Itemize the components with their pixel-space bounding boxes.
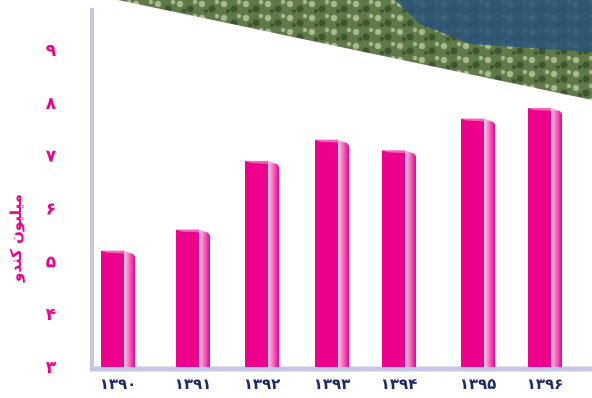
x-tick-label: ۱۳۹۴ [381, 375, 418, 393]
bar [176, 229, 210, 367]
bar-side-face [199, 229, 210, 367]
bar-top-face [315, 139, 347, 143]
x-tick-label: ۱۳۹۱ [175, 375, 212, 393]
bar-front-face [461, 118, 484, 367]
bar-top-face [101, 250, 133, 254]
bar-side-face [268, 160, 279, 367]
bar-side-face [338, 139, 349, 367]
x-tick-label: ۱۳۹۶ [527, 375, 564, 393]
bar-top-face [528, 108, 560, 112]
bar-side-face [551, 108, 562, 367]
x-tick-label: ۱۳۹۵ [460, 375, 497, 393]
bar-top-face [461, 118, 493, 122]
bar [245, 160, 279, 367]
x-tick-label: ۱۳۹۰ [100, 375, 137, 393]
y-tick-label: ۴ [46, 305, 56, 325]
y-tick-label: ۹ [46, 41, 57, 61]
bar-top-face [245, 160, 277, 164]
x-tick-label: ۱۳۹۲ [244, 375, 281, 393]
y-axis-label: میلیون کندو [7, 194, 25, 283]
bars [101, 108, 562, 367]
y-tick-labels: ۳ ۴ ۵ ۶ ۷ ۸ ۹ [46, 41, 57, 378]
bar-side-face [484, 118, 495, 367]
bar-top-face [176, 229, 208, 233]
beehive-box-icon [395, 0, 592, 52]
y-tick-label: ۵ [46, 252, 56, 272]
x-tick-labels: ۱۳۹۰ ۱۳۹۱ ۱۳۹۲ ۱۳۹۳ ۱۳۹۴ ۱۳۹۵ ۱۳۹۶ [100, 375, 564, 393]
bar-side-face [405, 150, 416, 367]
bar [315, 139, 349, 367]
bar-front-face [528, 108, 551, 367]
y-tick-label: ۶ [46, 200, 56, 220]
bar [528, 108, 562, 367]
bar-front-face [176, 229, 199, 367]
x-tick-label: ۱۳۹۳ [314, 375, 351, 393]
y-tick-label: ۳ [46, 358, 57, 378]
bar [101, 250, 135, 367]
bar-front-face [382, 150, 405, 367]
bar-front-face [315, 139, 338, 367]
bar-side-face [124, 250, 135, 367]
beehives-photo-banner [118, 0, 592, 100]
bar-top-face [382, 150, 414, 154]
bar [382, 150, 416, 367]
axes [90, 8, 592, 372]
bar-front-face [245, 160, 268, 367]
bar-front-face [101, 250, 124, 367]
y-tick-label: ۸ [46, 94, 57, 114]
bar [461, 118, 495, 367]
y-tick-label: ۷ [46, 147, 57, 167]
